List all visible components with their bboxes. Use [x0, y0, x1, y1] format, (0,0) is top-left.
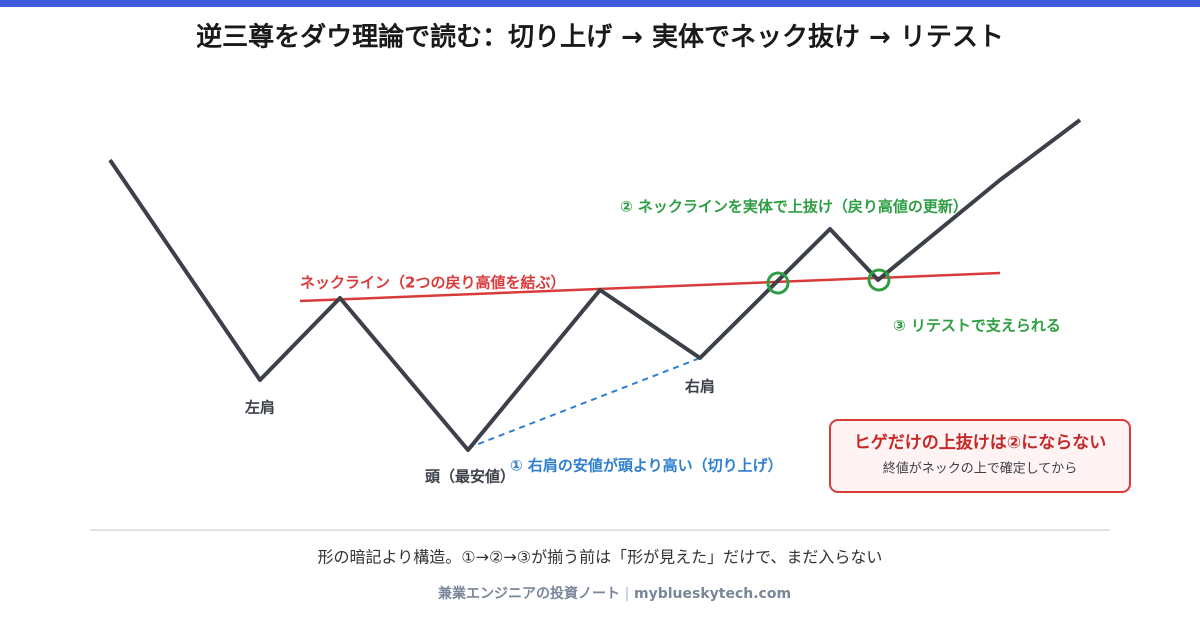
step2-label: ② ネックラインを実体で上抜け（戻り高値の更新）: [620, 198, 968, 216]
retest-marker: [867, 268, 891, 292]
footer-separator: |: [625, 586, 630, 602]
title: 逆三尊をダウ理論で読む：切り上げ → 実体でネック抜け → リテスト: [196, 22, 1004, 53]
warning-text: 終値がネックの上で確定してから: [883, 461, 1078, 477]
top-bar: [0, 0, 1200, 7]
step3-label: ③ リテストで支えられる: [893, 317, 1061, 335]
warning-title: ヒゲだけの上抜けは②にならない: [854, 432, 1106, 453]
footer-caption: 形の暗記より構造。①→②→③が揃う前は「形が見えた」だけで、まだ入らない: [318, 548, 883, 567]
higher-low-line: [467, 357, 701, 449]
price-path: [108, 118, 1082, 452]
right-shoulder-label: 右肩: [685, 378, 715, 396]
left-shoulder-label: 左肩: [244, 399, 275, 417]
footer-credit: 兼業エンジニアの投資ノート: [438, 585, 620, 602]
neckline-label: ネックライン（2つの戻り高値を結ぶ）: [300, 274, 565, 292]
breakout-marker: [766, 271, 790, 295]
warning-box: [829, 419, 1131, 493]
head-label: 頭（最安値）: [425, 468, 515, 486]
footer-site: myblueskytech.com: [634, 586, 791, 602]
step1-label: ① 右肩の安値が頭より高い（切り上げ）: [510, 457, 783, 475]
